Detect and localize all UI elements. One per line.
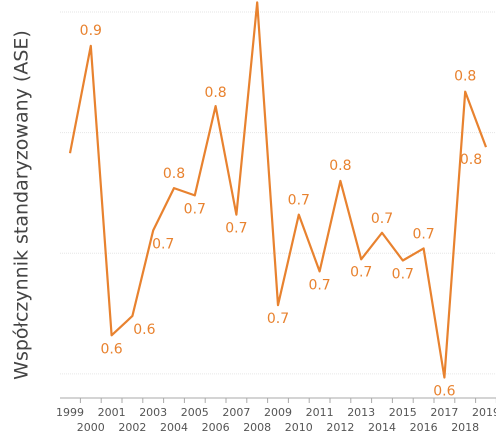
y-axis-label: Współczynnik standaryzowany (ASE) <box>11 30 33 380</box>
value-label: 0.8 <box>460 152 482 168</box>
value-label: 0.8 <box>329 158 351 174</box>
x-tick-label: 2015 <box>389 406 417 419</box>
value-label: 0.6 <box>100 341 122 357</box>
value-label: 0.7 <box>371 211 393 227</box>
x-tick-label: 2009 <box>264 406 292 419</box>
x-tick-label: 2008 <box>243 421 271 434</box>
x-tick-label: 2019 <box>472 406 496 419</box>
value-label: 0.8 <box>454 69 476 85</box>
x-tick-label: 2007 <box>222 406 250 419</box>
value-label: 0.7 <box>152 236 174 252</box>
x-tick-label: 1999 <box>56 406 84 419</box>
value-label: 0.7 <box>350 264 372 280</box>
line <box>68 1 488 379</box>
x-tick-label: 2010 <box>285 421 313 434</box>
value-label: 0.7 <box>225 221 247 237</box>
value-label: 0.6 <box>433 383 455 399</box>
value-label: 0.6 <box>133 322 155 338</box>
value-label: 0.7 <box>267 311 289 327</box>
x-tick-label: 2011 <box>306 406 334 419</box>
value-label: 0.7 <box>392 267 414 283</box>
value-label: 0.7 <box>308 277 330 293</box>
x-tick-label: 2004 <box>160 421 188 434</box>
value-label: 0.7 <box>412 226 434 242</box>
x-tick-label: 2000 <box>77 421 105 434</box>
value-label: 0.7 <box>184 201 206 217</box>
x-tick-label: 2005 <box>181 406 209 419</box>
x-tick-label: 2001 <box>98 406 126 419</box>
x-tick-label: 2006 <box>202 421 230 434</box>
x-tick-label: 2013 <box>347 406 375 419</box>
x-tick-label: 2014 <box>368 421 396 434</box>
x-tick-label: 2003 <box>139 406 167 419</box>
value-label: 0.7 <box>288 193 310 209</box>
value-label: 0.8 <box>204 85 226 101</box>
x-tick-label: 2018 <box>451 421 479 434</box>
x-tick-label: 2016 <box>410 421 438 434</box>
value-label: 0.8 <box>163 166 185 182</box>
x-tick-label: 2012 <box>326 421 354 434</box>
x-tick-label: 2017 <box>430 406 458 419</box>
x-tick-label: 2002 <box>118 421 146 434</box>
value-label: 0.9 <box>80 23 102 39</box>
